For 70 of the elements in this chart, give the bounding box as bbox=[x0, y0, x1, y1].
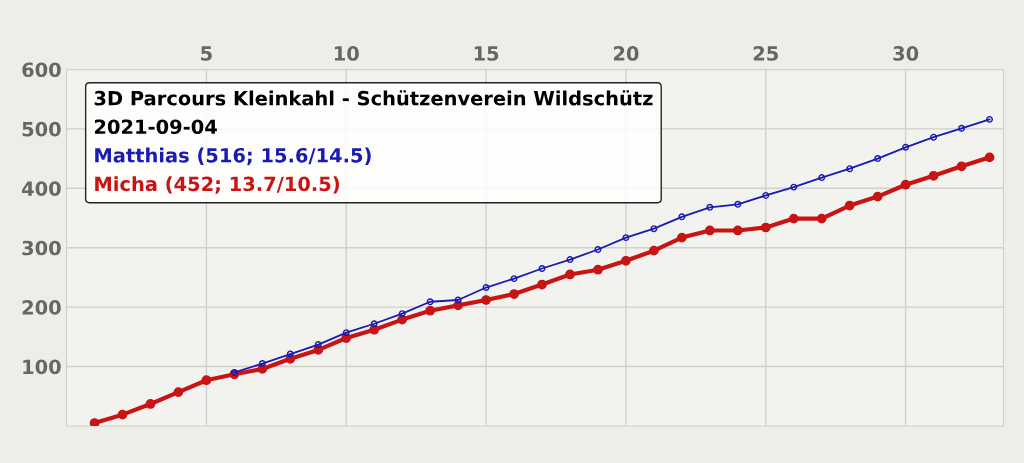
point bbox=[426, 298, 434, 306]
y-tick-label: 400 bbox=[21, 181, 61, 196]
point bbox=[314, 341, 322, 349]
text: 3D Parcours Kleinkahl - Schützenverein Wildschütz bbox=[94, 90, 653, 106]
point bbox=[874, 155, 882, 163]
x-tick-label: 5 bbox=[201, 46, 212, 61]
point bbox=[844, 200, 855, 211]
x-tick-label: 15 bbox=[474, 46, 499, 61]
point bbox=[566, 256, 574, 264]
point bbox=[538, 265, 546, 272]
y-tick-label: 600 bbox=[22, 62, 61, 78]
point bbox=[734, 200, 742, 208]
point bbox=[956, 161, 967, 172]
y-tick-label: 500 bbox=[22, 121, 61, 137]
point bbox=[732, 225, 743, 236]
y-tick-label: 200 bbox=[22, 300, 61, 315]
point bbox=[201, 375, 212, 386]
point bbox=[145, 399, 156, 409]
point bbox=[173, 387, 184, 397]
point bbox=[537, 279, 547, 290]
point bbox=[790, 183, 798, 191]
y-tick-label: 300 bbox=[22, 240, 61, 256]
point bbox=[258, 360, 266, 368]
point bbox=[482, 284, 490, 291]
point bbox=[230, 369, 238, 376]
point bbox=[762, 191, 770, 199]
point bbox=[89, 418, 100, 426]
point bbox=[788, 213, 799, 224]
point bbox=[677, 232, 687, 243]
point bbox=[117, 409, 128, 420]
point bbox=[986, 115, 994, 123]
text: Matthias (516; 15.6/14.5) bbox=[95, 147, 371, 166]
y-tick-label: 100 bbox=[23, 359, 61, 375]
text: Micha (452; 13.7/10.5) bbox=[95, 176, 339, 194]
point bbox=[704, 225, 715, 236]
point bbox=[650, 225, 658, 233]
x-tick-label: 25 bbox=[753, 46, 778, 61]
point bbox=[706, 203, 714, 211]
point bbox=[649, 245, 659, 256]
point bbox=[510, 275, 518, 283]
point bbox=[678, 213, 686, 221]
point bbox=[958, 124, 966, 132]
point bbox=[453, 300, 463, 311]
point bbox=[398, 310, 406, 318]
x-tick-label: 30 bbox=[893, 46, 919, 61]
point bbox=[509, 289, 519, 299]
point bbox=[622, 234, 630, 242]
point bbox=[818, 174, 826, 182]
point bbox=[397, 314, 408, 325]
point bbox=[593, 264, 603, 275]
x-tick-label: 20 bbox=[613, 46, 639, 61]
text: 2021-09-04 bbox=[94, 119, 217, 135]
point bbox=[370, 320, 378, 328]
point bbox=[342, 329, 350, 337]
point bbox=[286, 350, 294, 358]
point bbox=[621, 255, 631, 266]
point bbox=[594, 246, 602, 253]
point bbox=[902, 143, 910, 151]
point bbox=[425, 305, 436, 316]
point bbox=[872, 191, 883, 202]
point bbox=[930, 133, 938, 141]
point bbox=[928, 170, 939, 181]
point bbox=[565, 269, 575, 280]
point bbox=[900, 179, 911, 190]
point bbox=[481, 295, 491, 305]
point bbox=[984, 152, 995, 163]
point bbox=[816, 213, 827, 224]
point bbox=[846, 165, 854, 173]
point bbox=[760, 222, 771, 233]
x-tick-label: 10 bbox=[334, 46, 359, 61]
